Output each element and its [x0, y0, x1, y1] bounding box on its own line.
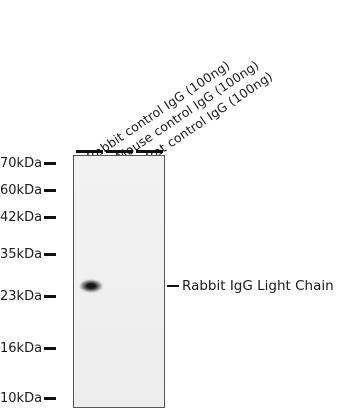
marker-tick — [44, 347, 57, 350]
blot-membrane — [73, 155, 165, 408]
marker-tick — [44, 162, 57, 165]
marker-23kda: 23kDa — [0, 289, 57, 304]
marker-tick — [44, 253, 57, 256]
marker-60kda: 60kDa — [0, 183, 57, 198]
marker-10kda: 10kDa — [0, 391, 57, 406]
marker-label: 10kDa — [0, 391, 43, 406]
band-annotation: Rabbit IgG Light Chain — [167, 278, 334, 294]
marker-35kda: 35kDa — [0, 247, 57, 262]
marker-label: 60kDa — [0, 183, 43, 198]
lane-bar-rabbit — [76, 150, 103, 153]
marker-tick — [44, 216, 57, 219]
lane-label-mouse: Mouse control IgG (100ng) — [113, 57, 262, 165]
marker-label: 16kDa — [0, 341, 43, 356]
marker-42kda: 42kDa — [0, 210, 57, 225]
lane-bar-mouse — [106, 150, 133, 153]
marker-label: 23kDa — [0, 289, 43, 304]
band-annotation-label: Rabbit IgG Light Chain — [182, 278, 334, 294]
marker-70kda: 70kDa — [0, 156, 57, 171]
marker-label: 35kDa — [0, 247, 43, 262]
lane-bar-rat — [136, 150, 163, 153]
marker-tick — [44, 189, 57, 192]
marker-tick — [44, 397, 57, 400]
marker-label: 70kDa — [0, 156, 43, 171]
band-annotation-tick — [167, 285, 179, 287]
marker-label: 42kDa — [0, 210, 43, 225]
marker-tick — [44, 295, 57, 298]
marker-16kda: 16kDa — [0, 341, 57, 356]
